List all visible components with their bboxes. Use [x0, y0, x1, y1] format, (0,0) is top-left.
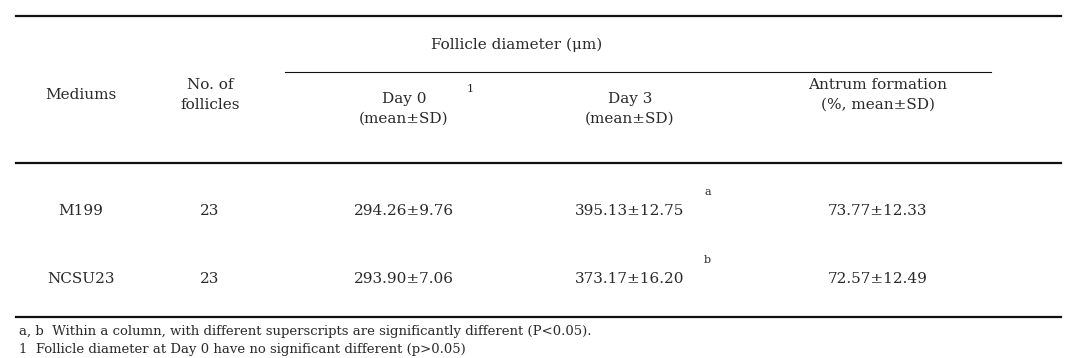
Text: Mediums: Mediums — [45, 88, 116, 102]
Text: b: b — [704, 255, 711, 265]
Text: 373.17±16.20: 373.17±16.20 — [575, 272, 685, 286]
Text: M199: M199 — [58, 204, 103, 218]
Text: 23: 23 — [200, 204, 220, 218]
Text: 73.77±12.33: 73.77±12.33 — [828, 204, 927, 218]
Text: 294.26±9.76: 294.26±9.76 — [354, 204, 453, 218]
Text: Antrum formation
(%, mean±SD): Antrum formation (%, mean±SD) — [808, 78, 948, 112]
Text: 395.13±12.75: 395.13±12.75 — [575, 204, 685, 218]
Text: NCSU23: NCSU23 — [47, 272, 114, 286]
Text: 72.57±12.49: 72.57±12.49 — [828, 272, 927, 286]
Text: 23: 23 — [200, 272, 220, 286]
Text: Day 3
(mean±SD): Day 3 (mean±SD) — [585, 92, 675, 126]
Text: 293.90±7.06: 293.90±7.06 — [354, 272, 453, 286]
Text: 1  Follicle diameter at Day 0 have no significant different (p>0.05): 1 Follicle diameter at Day 0 have no sig… — [19, 343, 466, 355]
Text: 1: 1 — [467, 84, 474, 95]
Text: Follicle diameter (μm): Follicle diameter (μm) — [431, 38, 603, 52]
Text: Day 0
(mean±SD): Day 0 (mean±SD) — [359, 92, 449, 126]
Text: No. of
follicles: No. of follicles — [180, 78, 240, 112]
Text: a: a — [704, 187, 711, 197]
Text: a, b  Within a column, with different superscripts are significantly different (: a, b Within a column, with different sup… — [19, 325, 592, 338]
